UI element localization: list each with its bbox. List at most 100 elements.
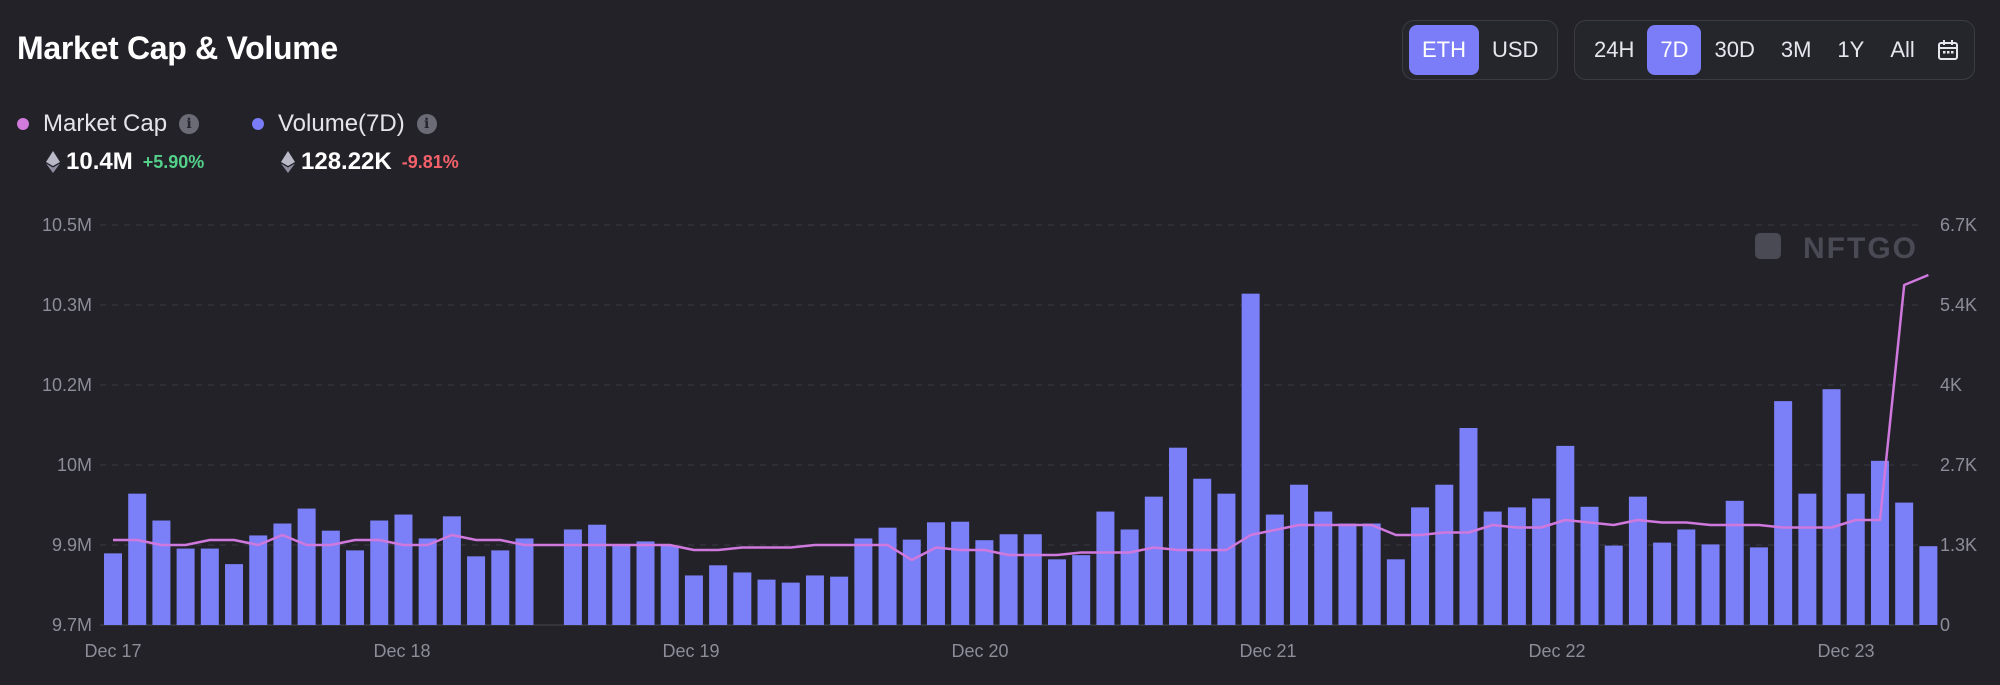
volume-bar (1749, 547, 1768, 625)
market-cap-value: 10.4M (66, 148, 133, 175)
legend-market-cap-label: Market Cap (43, 110, 168, 137)
volume-bar (1895, 502, 1914, 625)
volume-bar (636, 541, 655, 625)
currency-option-usd[interactable]: USD (1492, 37, 1539, 62)
volume-bar (1120, 529, 1139, 625)
range-option-30d[interactable]: 30D (1714, 37, 1755, 62)
volume-bar (999, 534, 1018, 625)
volume-bar (1169, 447, 1188, 625)
volume-bar (805, 575, 824, 625)
watermark-logo: NFTGO (1803, 232, 1918, 265)
volume-bar (1483, 511, 1502, 625)
range-option-24h[interactable]: 24H (1594, 37, 1635, 62)
volume-bar (1604, 545, 1623, 625)
x-tick-label: Dec 23 (1817, 641, 1874, 661)
volume-bar (273, 523, 292, 625)
volume-bar (152, 520, 171, 625)
volume-bar (1023, 534, 1042, 625)
volume-bar (757, 579, 776, 625)
volume-bar (1265, 514, 1284, 625)
volume-bar (660, 545, 679, 625)
x-tick-label: Dec 22 (1528, 641, 1585, 661)
volume-bar (1072, 555, 1091, 625)
volume-bar (1507, 507, 1526, 625)
volume-bar (1701, 544, 1720, 625)
x-tick-label: Dec 17 (84, 641, 141, 661)
volume-bar (515, 538, 534, 625)
volume-bar (1556, 445, 1575, 625)
page-title: Market Cap & Volume (17, 30, 338, 66)
calendar-icon[interactable] (1928, 25, 1968, 75)
volume-bar (418, 538, 437, 625)
range-option-3m[interactable]: 3M (1780, 37, 1812, 62)
volume-bar (1314, 511, 1333, 625)
volume-bar (1435, 484, 1454, 625)
y-tick-label-left: 10.3M (42, 295, 92, 315)
volume-bar (612, 544, 631, 625)
market-cap-line (113, 273, 1929, 562)
volume-bar (491, 550, 510, 625)
volume-bar (709, 565, 728, 625)
volume-bar (225, 564, 244, 625)
y-tick-label-right: 1.3K (1940, 535, 1977, 555)
volume-bar (1532, 498, 1551, 625)
volume-bar (1798, 493, 1817, 625)
volume-bar (1338, 523, 1357, 625)
volume-bar (1628, 496, 1647, 625)
volume-bar (951, 521, 970, 625)
market-cap-dot (17, 118, 29, 130)
time-range-selector: 24H 7D 30D 3M 1Y All (1574, 20, 1975, 80)
y-tick-label-right: 6.7K (1940, 215, 1977, 235)
volume-bar (1290, 484, 1309, 625)
legend-market-cap[interactable]: Market Cap i (17, 110, 200, 138)
range-option-7d[interactable]: 7D (1647, 25, 1702, 75)
volume-bar (902, 539, 921, 625)
volume-bar (467, 556, 486, 625)
volume-bar (1047, 559, 1066, 625)
range-option-1y[interactable]: 1Y (1837, 37, 1865, 62)
volume-value: 128.22K (301, 148, 392, 175)
y-tick-label-left: 10.2M (42, 375, 92, 395)
volume-bar (878, 527, 897, 625)
legend-volume-label: Volume(7D) (278, 110, 405, 137)
y-tick-label-right: 0 (1940, 615, 1950, 635)
volume-bar (1919, 546, 1938, 625)
volume-bar (588, 524, 607, 625)
volume-bar (1144, 496, 1163, 625)
volume-bar (346, 550, 365, 625)
market-cap-change: +5.90% (142, 151, 205, 172)
info-icon[interactable]: i (179, 114, 200, 134)
y-tick-label-right: 4K (1940, 375, 1962, 395)
volume-bar (1653, 542, 1672, 625)
x-tick-label: Dec 19 (662, 641, 719, 661)
volume-bar (563, 529, 582, 625)
volume-bar (321, 530, 340, 625)
volume-bar (1774, 401, 1793, 625)
volume-bar (394, 514, 413, 625)
currency-option-eth[interactable]: ETH (1409, 25, 1479, 75)
volume-bar (1096, 511, 1115, 625)
volume-bar (1870, 460, 1889, 625)
volume-bar (104, 553, 122, 625)
info-icon[interactable]: i (416, 114, 437, 134)
volume-bar (442, 516, 461, 625)
volume-bar (1580, 506, 1599, 625)
eth-icon (281, 151, 295, 173)
volume-bar (733, 572, 752, 625)
volume-bar (370, 520, 389, 625)
volume-bar (1217, 493, 1236, 625)
legend-volume[interactable]: Volume(7D) i (252, 110, 437, 138)
volume-bar (684, 575, 703, 625)
volume-bar (249, 535, 268, 625)
volume-change: -9.81% (401, 151, 459, 172)
volume-bar (1362, 523, 1381, 625)
eth-icon (46, 151, 60, 173)
volume-bar (1386, 559, 1405, 625)
range-option-all[interactable]: All (1890, 37, 1915, 62)
volume-bar (128, 493, 147, 625)
volume-bar (1459, 427, 1478, 625)
volume-bar (781, 582, 800, 625)
volume-bar (1411, 507, 1430, 625)
currency-toggle: ETH USD (1402, 20, 1559, 80)
